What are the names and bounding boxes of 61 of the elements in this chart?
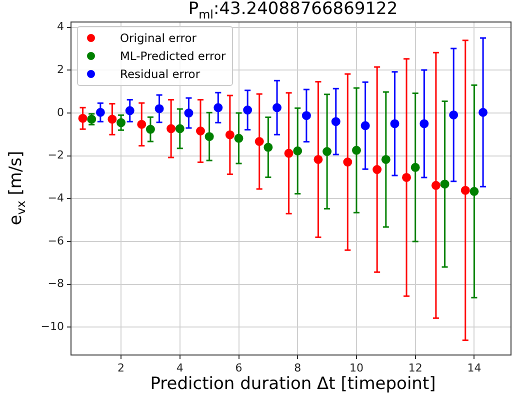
point (243, 106, 252, 115)
y-tick-label: −8 (48, 277, 64, 290)
point (184, 108, 194, 118)
point (302, 111, 311, 120)
legend-label: Original error (120, 31, 196, 45)
point (431, 180, 440, 190)
chart-title: P$_{ml}$:43.24088766869122 (187, 0, 399, 22)
point (460, 186, 470, 195)
point (390, 119, 400, 128)
point (284, 148, 294, 158)
x-tick-label: 10 (349, 361, 364, 374)
y-tick-label: −4 (48, 192, 64, 205)
point (470, 186, 479, 196)
y-tick-label: −6 (48, 234, 64, 248)
y-tick-label: 4 (57, 20, 64, 34)
point (352, 146, 361, 155)
point (372, 165, 382, 174)
legend-label: Residual error (120, 67, 200, 81)
x-tick-label: 8 (294, 361, 302, 374)
y-tick-label: 2 (57, 63, 64, 76)
point (125, 106, 134, 116)
point (175, 124, 184, 134)
point (108, 114, 117, 124)
point (264, 142, 273, 152)
y-tick-label: −2 (48, 148, 64, 162)
x-axis-title: Prediction duration Δt [timepoint] (149, 374, 437, 394)
point (360, 121, 370, 130)
x-tick-label: 6 (235, 361, 242, 374)
point (272, 103, 282, 112)
point (381, 154, 390, 164)
y-tick-label: 0 (57, 106, 64, 119)
point (331, 117, 340, 126)
point (449, 110, 458, 120)
point (116, 118, 126, 128)
point (343, 158, 352, 167)
point (420, 119, 429, 128)
point (322, 147, 332, 156)
y-tick-label: −10 (40, 320, 64, 334)
point (137, 120, 146, 129)
point (196, 126, 205, 136)
x-tick-label: 12 (408, 361, 422, 374)
point (293, 146, 302, 156)
point (214, 103, 223, 112)
point (96, 108, 105, 117)
point (204, 132, 214, 142)
x-tick-label: 2 (118, 361, 125, 374)
point (234, 134, 244, 143)
point (166, 124, 176, 134)
point (254, 136, 264, 146)
point (154, 104, 164, 114)
x-tick-label: 4 (176, 361, 184, 374)
point (410, 162, 420, 172)
point (78, 114, 88, 123)
point (225, 130, 234, 140)
point (402, 172, 412, 182)
point (314, 154, 323, 164)
legend-label: ML-Predicted error (120, 49, 226, 63)
point (146, 124, 155, 134)
point (478, 108, 488, 117)
point (440, 180, 450, 189)
x-tick-label: 14 (467, 361, 482, 374)
